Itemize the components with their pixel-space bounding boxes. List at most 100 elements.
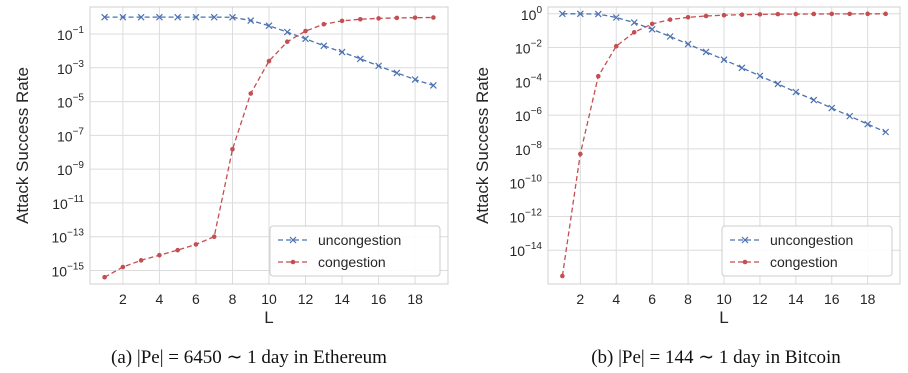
chart-panel-1: 2 4 6 8 10 12 14 16 18 10−1 10−3 10−5 10−7 10−9 10−11 1… xyxy=(13,6,449,368)
legend-box xyxy=(269,225,441,277)
y-tick-label: 10−1 xyxy=(57,25,84,43)
y-tick-label: 10−14 xyxy=(509,241,542,259)
legend: uncongestion congestion xyxy=(269,225,441,277)
data-point-uncongestion xyxy=(210,13,218,21)
data-point-congestion xyxy=(757,12,763,17)
data-point-congestion xyxy=(266,58,272,64)
data-point-uncongestion xyxy=(302,35,309,43)
x-tick-label: 6 xyxy=(192,291,200,307)
data-point-congestion xyxy=(102,274,107,280)
y-tick-label: 10−10 xyxy=(509,174,542,192)
data-point-congestion xyxy=(248,91,254,96)
data-point-congestion xyxy=(865,11,870,17)
data-point-congestion xyxy=(631,29,637,35)
data-point-congestion xyxy=(303,28,308,34)
x-tick-label: 16 xyxy=(824,291,840,307)
data-point-uncongestion xyxy=(684,40,692,48)
data-point-congestion xyxy=(613,43,619,49)
y-tick-label: 10−5 xyxy=(57,93,84,111)
data-point-congestion xyxy=(175,247,180,253)
x-tick-label: 6 xyxy=(648,291,656,307)
data-point-uncongestion xyxy=(702,48,710,56)
x-tick-label: 12 xyxy=(752,291,768,307)
data-point-uncongestion xyxy=(375,62,383,70)
y-tick-label: 10−8 xyxy=(515,140,542,158)
data-point-congestion xyxy=(339,18,345,24)
data-point-congestion xyxy=(358,16,363,22)
data-point-uncongestion xyxy=(666,33,674,40)
data-point-uncongestion xyxy=(720,56,728,64)
data-point-uncongestion xyxy=(393,69,401,77)
data-point-uncongestion xyxy=(320,42,328,50)
x-tick-label: 4 xyxy=(612,291,620,307)
x-tick-label: 10 xyxy=(716,291,732,307)
data-point-uncongestion xyxy=(828,104,836,112)
y-tick-label: 10−9 xyxy=(57,160,84,178)
data-point-congestion xyxy=(412,15,418,20)
legend-marker-uncongestion xyxy=(741,236,749,244)
data-point-uncongestion xyxy=(558,10,566,18)
y-tick-label: 10−3 xyxy=(57,59,84,77)
plot-frame xyxy=(89,6,449,285)
data-point-congestion xyxy=(667,17,673,22)
data-point-congestion xyxy=(120,264,126,270)
legend-box xyxy=(721,225,893,277)
data-point-uncongestion xyxy=(247,17,255,24)
data-point-uncongestion xyxy=(101,13,109,21)
figure-caption: (a) |Pe| = 6450 ∼ 1 day in Ethereum xyxy=(111,347,387,368)
y-tick-label: 10−13 xyxy=(51,228,84,246)
y-tick-label: 10−11 xyxy=(52,194,84,212)
x-tick-label: 8 xyxy=(684,291,692,307)
data-point-congestion xyxy=(138,258,144,263)
data-point-uncongestion xyxy=(174,13,182,21)
data-point-congestion xyxy=(193,242,199,247)
data-point-congestion xyxy=(211,234,217,240)
data-point-congestion xyxy=(775,11,781,17)
data-point-congestion xyxy=(829,11,835,17)
legend-marker-congestion xyxy=(290,259,296,265)
data-point-uncongestion xyxy=(882,128,890,136)
data-point-uncongestion xyxy=(229,13,236,21)
legend-marker-congestion xyxy=(742,259,748,265)
legend-label-uncongestion: uncongestion xyxy=(770,232,853,248)
data-point-congestion xyxy=(685,14,691,20)
legend-marker-uncongestion xyxy=(289,236,297,244)
data-point-congestion xyxy=(793,11,799,17)
data-point-uncongestion xyxy=(612,14,620,21)
x-tick-label: 14 xyxy=(334,291,350,307)
data-point-uncongestion xyxy=(338,48,346,56)
data-point-uncongestion xyxy=(356,55,364,63)
x-tick-label: 12 xyxy=(298,291,314,307)
y-tick-label: 10−2 xyxy=(515,39,542,57)
data-point-congestion xyxy=(376,16,381,21)
x-tick-label: 18 xyxy=(407,291,423,307)
x-tick-label: 10 xyxy=(261,291,277,307)
figure-caption: (b) |Pe| = 144 ∼ 1 day in Bitcoin xyxy=(591,347,841,368)
y-tick-label: 10−6 xyxy=(515,106,542,124)
y-tick-label: 100 xyxy=(521,5,543,23)
data-point-uncongestion xyxy=(792,88,800,96)
data-point-uncongestion xyxy=(756,72,764,80)
data-point-congestion xyxy=(560,273,565,279)
data-point-congestion xyxy=(321,21,327,27)
x-tick-label: 18 xyxy=(860,291,876,307)
data-point-uncongestion xyxy=(738,64,746,72)
data-point-congestion xyxy=(284,39,290,45)
y-axis-label: Attack Success Rate xyxy=(13,67,32,224)
data-point-uncongestion xyxy=(648,25,656,33)
y-tick-label: 10−12 xyxy=(509,207,542,225)
x-tick-label: 2 xyxy=(576,291,584,307)
data-point-congestion xyxy=(847,11,853,17)
data-point-congestion xyxy=(739,12,745,17)
data-point-uncongestion xyxy=(429,82,437,89)
x-tick-label: 8 xyxy=(229,291,237,307)
chart-panel-2: 2 4 6 8 10 12 14 16 18 100 10−2 10−4 10−6 10−8 10−10 10… xyxy=(473,5,901,368)
data-point-uncongestion xyxy=(411,76,419,84)
x-axis-label: L xyxy=(719,308,728,327)
data-point-uncongestion xyxy=(119,13,127,21)
data-point-uncongestion xyxy=(864,120,872,128)
data-point-congestion xyxy=(230,146,235,152)
data-point-congestion xyxy=(649,21,655,27)
plot-frame xyxy=(547,6,901,285)
y-axis-label: Attack Success Rate xyxy=(473,67,492,224)
